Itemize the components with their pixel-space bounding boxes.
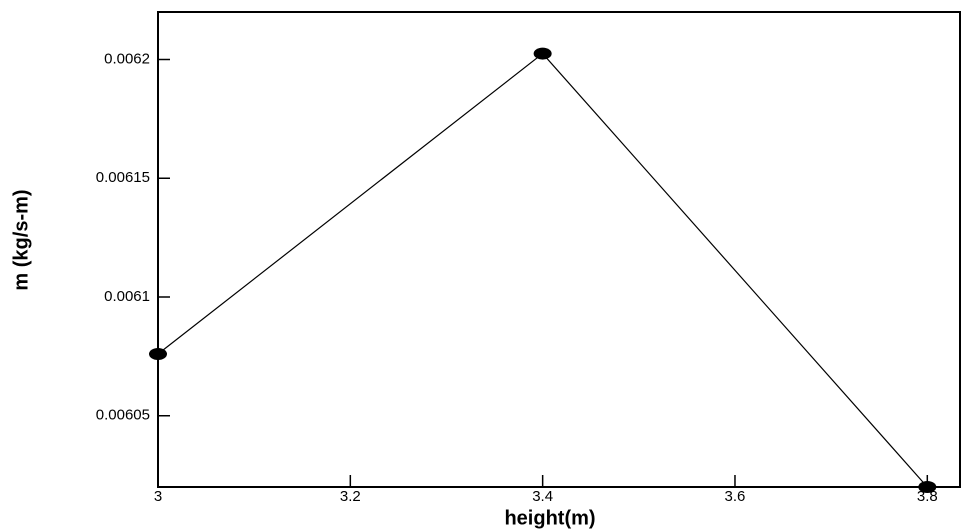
x-tick-label: 3.8 [917, 488, 938, 505]
x-tick-label: 3.2 [340, 488, 361, 505]
y-axis-title: m (kg/s-m) [10, 189, 32, 290]
x-tick-label: 3.4 [532, 488, 553, 505]
y-tick-label: 0.0061 [104, 288, 150, 305]
y-tick-label: 0.0062 [104, 50, 150, 67]
x-tick-label: 3.6 [725, 488, 746, 505]
marker [918, 481, 937, 493]
x-axis-title: height(m) [504, 507, 595, 529]
y-tick-label: 0.00615 [96, 169, 150, 186]
line [157, 52, 928, 488]
plot-frame [157, 11, 961, 488]
x-tick-label: 3 [154, 488, 162, 505]
marker [533, 47, 552, 60]
y-tick-label: 0.00605 [96, 407, 150, 424]
marker [149, 348, 167, 360]
